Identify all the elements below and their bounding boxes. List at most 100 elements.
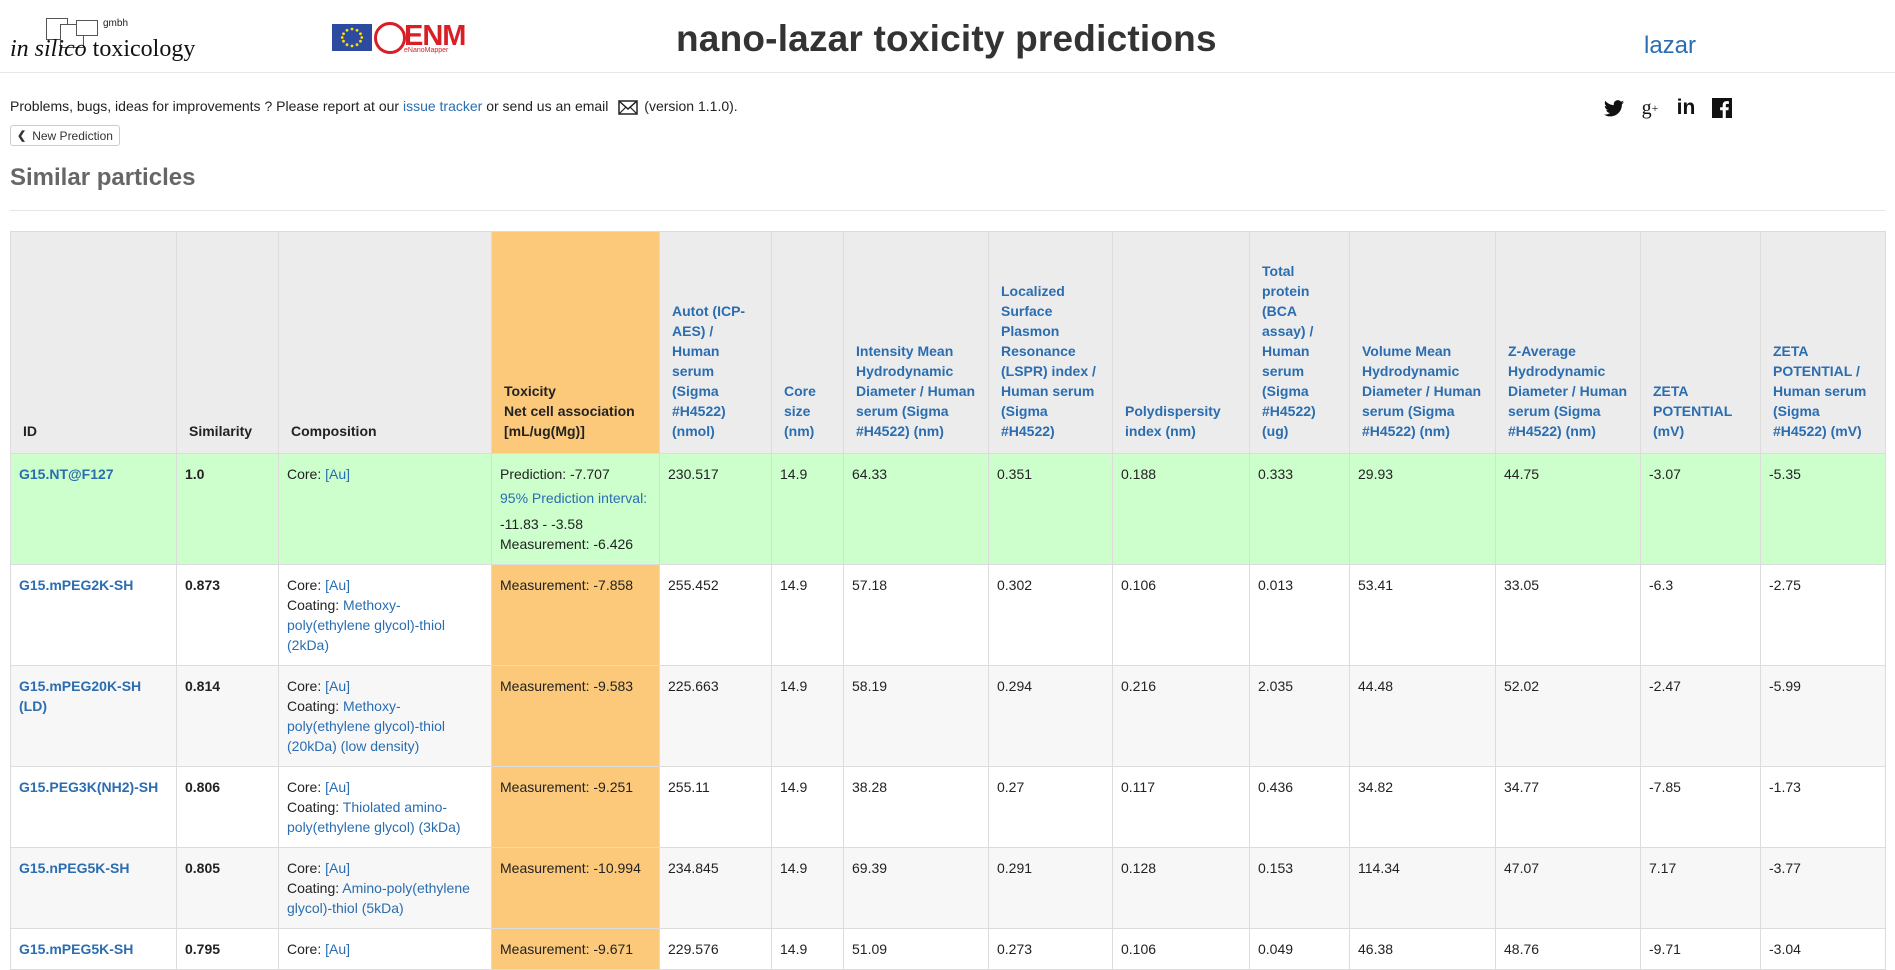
particle-id-link[interactable]: G15.NT@F127 bbox=[19, 466, 114, 482]
cell-value: 33.05 bbox=[1495, 564, 1641, 666]
measurement-value: Measurement: -9.583 bbox=[500, 678, 634, 694]
google-plus-icon[interactable]: g + bbox=[1641, 96, 1659, 119]
cell-value: 52.02 bbox=[1495, 665, 1641, 767]
cell-value: 0.013 bbox=[1249, 564, 1350, 666]
lazar-link[interactable]: lazar bbox=[1644, 32, 1697, 59]
measurement-value: Measurement: -7.858 bbox=[500, 577, 634, 593]
cell-value: 0.128 bbox=[1112, 847, 1250, 929]
cell-value: 34.82 bbox=[1349, 766, 1496, 848]
similar-particles-table-wrap: ID Similarity Composition Toxicity Net c… bbox=[10, 231, 1886, 970]
prediction-interval-link[interactable]: 95% Prediction interval: bbox=[500, 490, 648, 506]
core-link[interactable]: [Au] bbox=[325, 678, 351, 694]
ist-logo-mark bbox=[46, 18, 100, 48]
enm-logo-subtext: eNanoMapper bbox=[404, 47, 449, 54]
cell-value: 44.75 bbox=[1495, 453, 1641, 565]
cell-value: 255.452 bbox=[659, 564, 772, 666]
linkedin-icon[interactable]: in bbox=[1676, 96, 1696, 119]
core-link[interactable]: [Au] bbox=[325, 941, 351, 957]
particle-id-link[interactable]: G15.mPEG5K-SH bbox=[19, 941, 134, 957]
col-header-polydispersity[interactable]: Polydispersity index (nm) bbox=[1112, 231, 1250, 454]
table-row: G15.PEG3K(NH2)-SH 0.806 Core: [Au] Coating:… bbox=[10, 766, 1886, 848]
cell-similarity: 0.873 bbox=[176, 564, 279, 666]
facebook-icon[interactable] bbox=[1710, 96, 1734, 120]
ist-logo-wordmark: in silico toxicology bbox=[10, 36, 196, 62]
page-title: nano-lazar toxicity predictions bbox=[676, 18, 1217, 59]
col-header-autot[interactable]: Autot (ICP-AES) / Human serum (Sigma #H4… bbox=[659, 231, 772, 454]
coating-link[interactable]: Methoxy-poly(ethylene glycol)-thiol (20k… bbox=[287, 698, 445, 754]
cell-composition: Core: [Au] bbox=[278, 453, 492, 565]
cell-value: 0.294 bbox=[988, 665, 1113, 767]
cell-value: 14.9 bbox=[771, 847, 844, 929]
cell-value: 229.576 bbox=[659, 928, 772, 970]
particle-id-link[interactable]: G15.PEG3K(NH2)-SH bbox=[19, 779, 159, 795]
composition-core: Core: [Au] bbox=[287, 678, 351, 694]
cell-id: G15.mPEG2K-SH bbox=[10, 564, 177, 666]
col-header-total-protein[interactable]: Total protein (BCA assay) / Human serum … bbox=[1249, 231, 1350, 454]
feedback-line: Problems, bugs, ideas for improvements ?… bbox=[10, 98, 738, 118]
cell-value: 114.34 bbox=[1349, 847, 1496, 929]
chevron-left-icon: ❮ bbox=[17, 130, 27, 142]
col-header-zeta-serum[interactable]: ZETA POTENTIAL / Human serum (Sigma #H45… bbox=[1760, 231, 1886, 454]
cell-value: 34.77 bbox=[1495, 766, 1641, 848]
composition-core: Core: [Au] bbox=[287, 577, 351, 593]
cell-value: 51.09 bbox=[843, 928, 989, 970]
composition-coating: Coating: Methoxy-poly(ethylene glycol)-t… bbox=[287, 597, 445, 653]
particle-id-link[interactable]: G15.mPEG20K-SH (LD) bbox=[19, 678, 142, 714]
col-header-zeta[interactable]: ZETA POTENTIAL (mV) bbox=[1640, 231, 1761, 454]
core-link[interactable]: [Au] bbox=[325, 860, 351, 876]
cell-value: 0.188 bbox=[1112, 453, 1250, 565]
col-header-lspr[interactable]: Localized Surface Plasmon Resonance (LSP… bbox=[988, 231, 1113, 454]
particle-id-link[interactable]: G15.nPEG5K-SH bbox=[19, 860, 130, 876]
twitter-icon[interactable] bbox=[1602, 96, 1626, 120]
section-title: Similar particles bbox=[10, 164, 196, 191]
cell-value: 69.39 bbox=[843, 847, 989, 929]
col-header-intensity-mean[interactable]: Intensity Mean Hydrodynamic Diameter / H… bbox=[843, 231, 989, 454]
col-header-toxicity[interactable]: Toxicity Net cell association [mL/ug(Mg)… bbox=[491, 231, 660, 454]
particle-id-link[interactable]: G15.mPEG2K-SH bbox=[19, 577, 134, 593]
cell-toxicity: Measurement: -9.671 bbox=[491, 928, 660, 970]
col-header-z-average[interactable]: Z-Average Hydrodynamic Diameter / Human … bbox=[1495, 231, 1641, 454]
coating-link[interactable]: Methoxy-poly(ethylene glycol)-thiol (2kD… bbox=[287, 597, 445, 653]
cell-value: 64.33 bbox=[843, 453, 989, 565]
core-link[interactable]: [Au] bbox=[325, 577, 351, 593]
issue-tracker-link[interactable]: issue tracker bbox=[402, 98, 483, 114]
cell-value: 47.07 bbox=[1495, 847, 1641, 929]
cell-similarity: 1.0 bbox=[176, 453, 279, 565]
coating-link[interactable]: Thiolated amino-poly(ethylene glycol) (3… bbox=[287, 799, 461, 835]
col-header-core-size[interactable]: Core size (nm) bbox=[771, 231, 844, 454]
version-text: (version 1.1.0). bbox=[644, 98, 738, 114]
cell-id: G15.NT@F127 bbox=[10, 453, 177, 565]
cell-value: 0.216 bbox=[1112, 665, 1250, 767]
cell-value: 14.9 bbox=[771, 665, 844, 767]
prediction-interval-range: -11.83 - -3.58 bbox=[500, 516, 584, 532]
cell-value: -5.35 bbox=[1760, 453, 1886, 565]
cell-value: 53.41 bbox=[1349, 564, 1496, 666]
cell-value: 0.273 bbox=[988, 928, 1113, 970]
coating-link[interactable]: Amino-poly(ethylene glycol)-thiol (5kDa) bbox=[287, 880, 470, 916]
table-row: G15.mPEG2K-SH 0.873 Core: [Au] Coating: Met… bbox=[10, 564, 1886, 666]
col-header-similarity[interactable]: Similarity bbox=[176, 231, 279, 454]
cell-value: 14.9 bbox=[771, 564, 844, 666]
col-header-volume-mean[interactable]: Volume Mean Hydrodynamic Diameter / Huma… bbox=[1349, 231, 1496, 454]
core-link[interactable]: [Au] bbox=[325, 466, 351, 482]
col-header-id[interactable]: ID bbox=[10, 231, 177, 454]
cell-value: -2.47 bbox=[1640, 665, 1761, 767]
cell-toxicity: Measurement: -7.858 bbox=[491, 564, 660, 666]
cell-toxicity: Measurement: -9.583 bbox=[491, 665, 660, 767]
cell-value: -5.99 bbox=[1760, 665, 1886, 767]
cell-composition: Core: [Au] Coating: Thiolated amino-poly(… bbox=[278, 766, 492, 848]
cell-value: 255.11 bbox=[659, 766, 772, 848]
envelope-icon[interactable] bbox=[618, 100, 639, 118]
enm-logo-text: ENM bbox=[404, 20, 466, 52]
col-header-composition[interactable]: Composition bbox=[278, 231, 492, 454]
cell-value: 0.117 bbox=[1112, 766, 1250, 848]
core-link[interactable]: [Au] bbox=[325, 779, 351, 795]
ist-logo[interactable]: gmbh in silico toxicology bbox=[10, 18, 195, 62]
cell-similarity: 0.805 bbox=[176, 847, 279, 929]
table-row: G15.mPEG5K-SH 0.795 Core: [Au] Measurement:… bbox=[10, 928, 1886, 970]
cell-value: 0.333 bbox=[1249, 453, 1350, 565]
cell-value: 29.93 bbox=[1349, 453, 1496, 565]
new-prediction-button[interactable]: ❮ New Prediction bbox=[10, 125, 120, 146]
cell-value: -6.3 bbox=[1640, 564, 1761, 666]
cell-value: 0.153 bbox=[1249, 847, 1350, 929]
